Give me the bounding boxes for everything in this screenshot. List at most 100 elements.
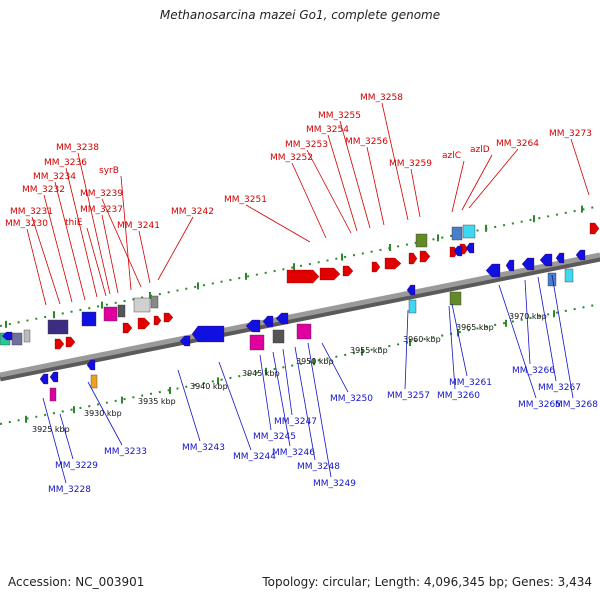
- reverse-gene-label: MM_3233: [104, 447, 147, 457]
- reverse-leader-line: [294, 346, 316, 461]
- gene-box-magenta: [249, 334, 265, 351]
- reverse-leader-line: [59, 413, 74, 460]
- reverse-gene-arrow: [465, 242, 475, 254]
- forward-leader-line: [327, 134, 358, 232]
- gene-box-steel: [451, 226, 463, 241]
- forward-gene-label: MM_3273: [549, 129, 592, 139]
- forward-gene-arrow: [286, 269, 320, 284]
- forward-gene-arrow: [589, 222, 600, 235]
- reverse-gene-arrow: [453, 245, 463, 257]
- reverse-leader-line: [282, 348, 293, 416]
- reverse-gene-arrow: [179, 335, 191, 347]
- reverse-gene-label: MM_3245: [253, 432, 296, 442]
- gene-box-magenta: [103, 306, 118, 322]
- reverse-leader-line: [42, 397, 67, 484]
- forward-gene-label: MM_3232: [22, 185, 65, 195]
- forward-leader-line: [43, 194, 73, 303]
- gene-box-olive: [449, 291, 462, 306]
- forward-gene-label: MM_3259: [389, 159, 432, 169]
- forward-gene-arrow: [163, 312, 174, 323]
- forward-leader-line: [26, 228, 47, 306]
- forward-gene-label: MM_3234: [33, 172, 76, 182]
- reverse-gene-label: MM_3257: [387, 391, 430, 401]
- reverse-gene-label: MM_3266: [512, 366, 555, 376]
- forward-gene-label: MM_3258: [360, 93, 403, 103]
- reverse-leader-line: [537, 276, 557, 382]
- gene-box-lightgrey: [133, 297, 151, 313]
- forward-leader-line: [366, 146, 385, 226]
- gene-box-steel: [547, 272, 557, 287]
- forward-leader-line: [339, 120, 371, 229]
- forward-gene-label: MM_3253: [285, 140, 328, 150]
- position-tick-label: 3950 kbp: [296, 357, 334, 366]
- forward-gene-label: MM_3230: [5, 219, 48, 229]
- gene-box-blue: [81, 311, 97, 327]
- forward-gene-label: MM_3251: [224, 195, 267, 205]
- reverse-gene-arrow: [275, 312, 289, 325]
- forward-leader-line: [120, 175, 132, 291]
- forward-gene-label: MM_3231: [10, 207, 53, 217]
- position-tick-label: 3965 kbp: [456, 323, 494, 332]
- reverse-gene-label: MM_3247: [274, 417, 317, 427]
- reverse-gene-arrow: [406, 284, 416, 296]
- forward-gene-label: MM_3264: [496, 139, 539, 149]
- reverse-gene-label: MM_3250: [330, 394, 373, 404]
- reverse-gene-arrow: [1, 331, 13, 341]
- forward-gene-arrow: [122, 322, 133, 334]
- forward-leader-line: [461, 154, 493, 211]
- forward-leader-line: [31, 216, 61, 305]
- forward-gene-arrow: [319, 267, 341, 281]
- reverse-leader-line: [272, 351, 291, 447]
- forward-gene-label: MM_3236: [44, 158, 87, 168]
- forward-leader-line: [77, 152, 111, 295]
- reverse-leader-line: [307, 342, 332, 478]
- forward-gene-label: MM_3241: [117, 221, 160, 231]
- forward-leader-line: [54, 181, 86, 301]
- forward-gene-label: thiE: [65, 218, 83, 228]
- forward-gene-arrow: [65, 336, 76, 348]
- reverse-gene-arrow: [191, 325, 225, 343]
- reverse-gene-arrow: [555, 252, 565, 264]
- reverse-gene-label: MM_3267: [538, 383, 581, 393]
- forward-leader-line: [381, 102, 409, 221]
- gene-box-grey: [117, 304, 126, 318]
- position-tick-label: 3970 kbp: [509, 312, 547, 321]
- forward-gene-label: MM_3239: [80, 189, 123, 199]
- reverse-gene-arrow: [485, 263, 501, 278]
- reverse-gene-label: MM_3229: [55, 461, 98, 471]
- position-tick-label: 3945 kbp: [242, 369, 280, 378]
- forward-gene-arrow: [371, 261, 381, 273]
- forward-leader-line: [157, 216, 194, 281]
- reverse-gene-label: MM_3249: [313, 479, 356, 489]
- reverse-gene-label: MM_3246: [272, 448, 315, 458]
- gene-box-orange: [90, 374, 98, 389]
- reverse-gene-label: MM_3261: [449, 378, 492, 388]
- reverse-gene-arrow: [39, 373, 49, 385]
- reverse-leader-line: [404, 309, 409, 390]
- forward-gene-arrow: [153, 315, 162, 326]
- forward-gene-label: MM_3237: [80, 205, 123, 215]
- reverse-gene-arrow: [262, 315, 274, 328]
- reverse-gene-arrow: [539, 253, 553, 267]
- gene-box-slate: [11, 332, 23, 346]
- reverse-gene-label: MM_3268: [555, 400, 598, 410]
- reverse-gene-arrow: [245, 319, 261, 333]
- forward-leader-line: [306, 149, 352, 234]
- forward-gene-label: MM_3238: [56, 143, 99, 153]
- reverse-gene-label: MM_3265: [518, 400, 561, 410]
- forward-gene-arrow: [384, 257, 402, 270]
- forward-gene-arrow: [342, 265, 354, 277]
- reverse-gene-arrow: [86, 359, 96, 371]
- forward-leader-line: [291, 162, 327, 239]
- forward-leader-line: [468, 148, 519, 209]
- reverse-leader-line: [451, 303, 468, 377]
- forward-gene-arrow: [419, 250, 431, 263]
- forward-gene-label: MM_3242: [171, 207, 214, 217]
- map-title: Methanosarcina mazei Go1, complete genom…: [159, 8, 441, 22]
- forward-leader-line: [410, 168, 421, 218]
- forward-gene-label: azlC: [442, 151, 461, 161]
- reverse-gene-arrow: [505, 259, 515, 272]
- forward-leader-line: [101, 214, 119, 294]
- backbone-shadow: [0, 254, 600, 382]
